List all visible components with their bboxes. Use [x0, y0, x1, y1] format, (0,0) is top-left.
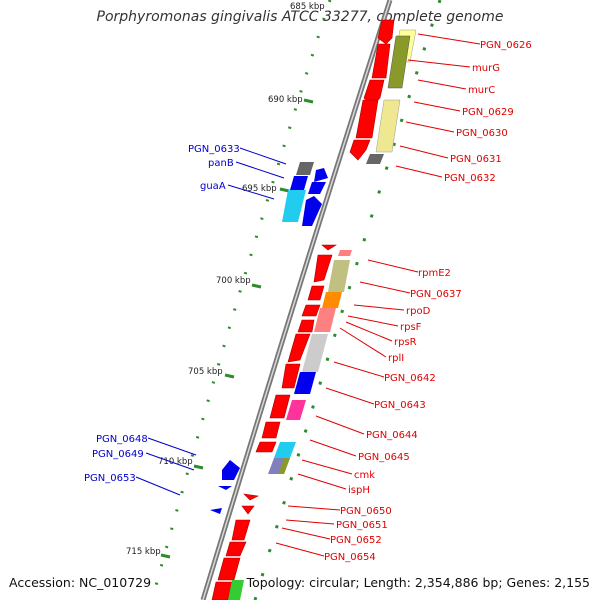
gene-label: rpsF: [400, 322, 422, 333]
scale-ticks: [160, 98, 314, 559]
topology-label: Topology: circular; Length: 2,354,886 bp…: [246, 575, 590, 590]
gene-label: panB: [208, 158, 234, 169]
gene-label: PGN_0630: [456, 128, 508, 139]
gene-label: cmk: [354, 470, 375, 481]
gene-label: PGN_0642: [384, 373, 436, 384]
gene-label: PGN_0644: [366, 430, 418, 441]
gene-label: murC: [468, 85, 495, 96]
reverse-gene-arrows: [255, 244, 338, 453]
gene-label: PGN_0652: [330, 535, 382, 546]
gene-label: PGN_0651: [336, 520, 388, 531]
gene-label: PGN_0650: [340, 506, 392, 517]
gene-label: PGN_0654: [324, 552, 376, 563]
leader-lines-red: [275, 33, 481, 557]
reverse-gene-bars: [268, 250, 352, 474]
gene-label: PGN_0633: [188, 144, 240, 155]
gene-label: PGN_0632: [444, 173, 496, 184]
gene-label: guaA: [200, 181, 226, 192]
kbp-label-715: 715 kbp: [126, 547, 161, 557]
kbp-label-710: 710 kbp: [158, 457, 193, 467]
gene-label: PGN_0637: [410, 289, 462, 300]
gene-label: rpsR: [394, 337, 417, 348]
gene-label: PGN_0653: [84, 473, 136, 484]
kbp-label-695: 695 kbp: [242, 184, 277, 194]
gene-label: PGN_0645: [358, 452, 410, 463]
gene-label: rpmE2: [418, 268, 451, 279]
gene-label: PGN_0626: [480, 40, 532, 51]
kbp-label-685: 685 kbp: [290, 2, 325, 12]
lower-gene-arrows: [211, 493, 259, 600]
gene-label: murG: [472, 63, 500, 74]
accession-label: Accession: NC_010729: [9, 575, 152, 590]
kbp-label-700: 700 kbp: [216, 276, 251, 286]
genome-title: Porphyromonas gingivalis ATCC 33277, com…: [96, 9, 504, 25]
kbp-label-690: 690 kbp: [268, 95, 303, 105]
scale-track: [150, 0, 332, 600]
forward-gene-arrows: [349, 19, 395, 161]
blue-gene-cluster-upper: [282, 162, 328, 226]
gene-label: rpoD: [406, 306, 431, 317]
forward-gene-bars: [366, 29, 417, 164]
leader-lines-blue: [135, 147, 287, 496]
gene-label: ispH: [348, 485, 370, 496]
kbp-label-705: 705 kbp: [188, 367, 223, 377]
gene-label: PGN_0631: [450, 154, 502, 165]
blue-gene-cluster-lower: [210, 460, 240, 514]
gene-label: PGN_0649: [92, 449, 144, 460]
gene-label: rplI: [388, 353, 404, 364]
gene-label: PGN_0643: [374, 400, 426, 411]
gene-label: PGN_0629: [462, 107, 514, 118]
gene-label: PGN_0648: [96, 434, 148, 445]
